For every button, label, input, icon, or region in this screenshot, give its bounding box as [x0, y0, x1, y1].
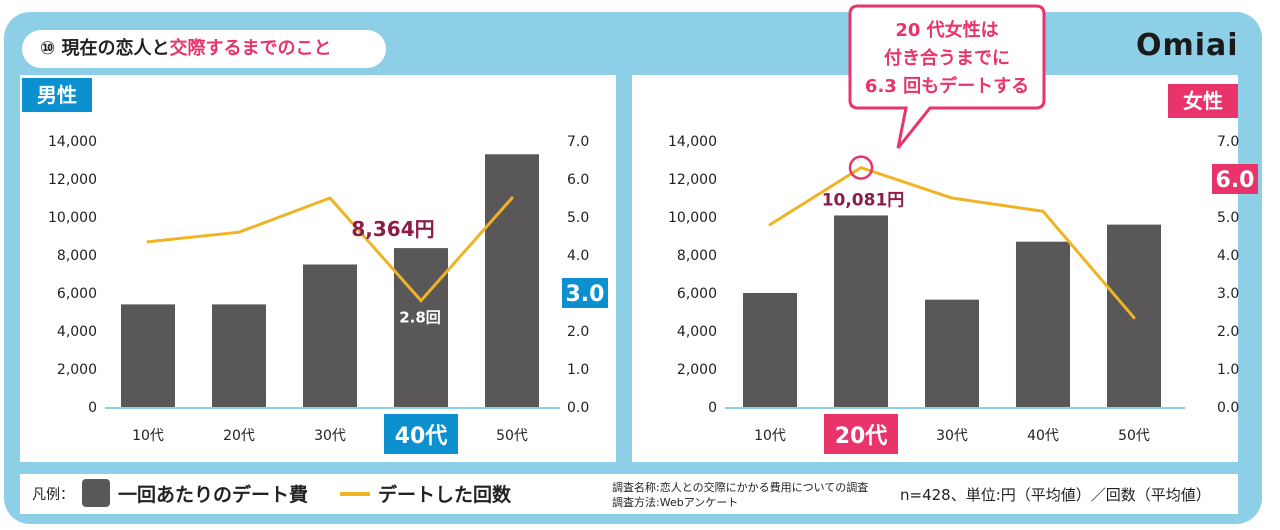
male-category-label: 10代: [132, 428, 164, 444]
male-left-tick-label: 12,000: [48, 172, 97, 188]
male-left-tick-label: 6,000: [57, 286, 97, 302]
male-left-tick-label: 8,000: [57, 248, 97, 264]
female-bar: [834, 215, 888, 407]
male-bar: [212, 304, 266, 407]
female-left-tick-label: 12,000: [668, 172, 717, 188]
female-right-tick-label: 5.0: [1217, 210, 1239, 226]
survey-info: 調査名称:恋人との交際にかかる費用についての調査 調査方法:Webアンケート: [612, 480, 868, 510]
female-left-tick-label: 0: [708, 400, 717, 416]
male-bar: [394, 248, 448, 407]
male-count-point: [510, 196, 514, 200]
survey-name: 調査名称:恋人との交際にかかる費用についての調査: [612, 481, 869, 494]
legend-strip: [20, 474, 1238, 514]
male-category-label: 50代: [496, 428, 528, 444]
male-left-tick-label: 4,000: [57, 324, 97, 340]
female-left-tick-label: 6,000: [677, 286, 717, 302]
male-category-label: 40代: [395, 424, 448, 449]
female-bar: [1016, 241, 1070, 407]
male-bar: [121, 304, 175, 407]
female-right-tick-label: 6.0: [1216, 168, 1255, 193]
male-right-tick-highlight: [562, 278, 608, 308]
female-bar: [925, 299, 979, 407]
title-number: ⑩: [40, 38, 56, 59]
male-right-tick-label: 7.0: [567, 134, 589, 150]
legend-line-swatch: [340, 492, 370, 496]
male-bar: [303, 264, 357, 407]
survey-method: 調査方法:Webアンケート: [612, 496, 739, 509]
male-bar: [485, 154, 539, 407]
female-bar: [743, 293, 797, 407]
male-tag: 男性: [22, 78, 92, 112]
female-category-label: 10代: [754, 428, 786, 444]
female-category-highlight: [824, 414, 898, 454]
female-tag: 女性: [1168, 84, 1238, 118]
female-count-point: [950, 196, 954, 200]
male-count-point: [146, 240, 150, 244]
male-right-tick-label: 0.0: [567, 400, 589, 416]
page-title: ⑩ 現在の恋人と交際するまでのこと: [22, 30, 386, 68]
male-bar-value-label: 8,364円: [351, 217, 434, 241]
female-bar-value-label: 10,081円: [822, 190, 905, 210]
male-count-point: [237, 230, 241, 234]
female-right-tick-label: 7.0: [1217, 134, 1239, 150]
female-right-tick-label: 4.0: [1217, 248, 1239, 264]
legend-bar-label: 一回あたりのデート費: [118, 484, 309, 506]
female-left-tick-label: 8,000: [677, 248, 717, 264]
female-count-point: [768, 223, 772, 227]
female-right-tick-label: 0.0: [1217, 400, 1239, 416]
female-right-tick-label: 2.0: [1217, 324, 1239, 340]
male-right-tick-label: 1.0: [567, 362, 589, 378]
legend-bar-swatch: [82, 479, 110, 507]
male-right-tick-label: 3.0: [566, 282, 605, 307]
male-category-label: 20代: [223, 428, 255, 444]
male-category-highlight: [384, 414, 458, 454]
male-left-tick-label: 10,000: [48, 210, 97, 226]
female-left-tick-label: 2,000: [677, 362, 717, 378]
female-left-tick-label: 14,000: [668, 134, 717, 150]
female-count-point: [859, 166, 863, 170]
male-right-tick-label: 2.0: [567, 324, 589, 340]
male-line-value-label: 2.8回: [399, 309, 441, 327]
male-right-tick-label: 5.0: [567, 210, 589, 226]
female-peak-marker: [848, 155, 874, 180]
title-accent: 交際するまでのこと: [169, 38, 332, 59]
male-left-tick-label: 0: [88, 400, 97, 416]
units-note: n=428、単位:円（平均値）／回数（平均値）: [900, 486, 1211, 504]
female-category-label: 20代: [835, 424, 888, 449]
male-left-tick-label: 2,000: [57, 362, 97, 378]
male-count-point: [419, 299, 423, 303]
female-right-tick-label: 3.0: [1217, 286, 1239, 302]
female-count-point: [1132, 316, 1136, 320]
female-category-label: 50代: [1118, 428, 1150, 444]
male-left-tick-label: 14,000: [48, 134, 97, 150]
title-plain: 現在の恋人と: [61, 38, 170, 59]
female-left-tick-label: 4,000: [677, 324, 717, 340]
female-right-tick-label: 1.0: [1217, 362, 1239, 378]
male-count-point: [328, 196, 332, 200]
female-category-label: 40代: [1027, 428, 1059, 444]
legend-line-label: デートした回数: [378, 484, 512, 506]
female-category-label: 30代: [936, 428, 968, 444]
omiai-logo: Omiai: [1136, 28, 1239, 63]
legend-prefix: 凡例：: [32, 487, 74, 503]
male-right-tick-label: 4.0: [567, 248, 589, 264]
female-left-tick-label: 10,000: [668, 210, 717, 226]
male-right-tick-label: 6.0: [567, 172, 589, 188]
male-category-label: 30代: [314, 428, 346, 444]
female-right-tick-highlight: [1212, 164, 1258, 194]
female-count-point: [1041, 209, 1045, 213]
